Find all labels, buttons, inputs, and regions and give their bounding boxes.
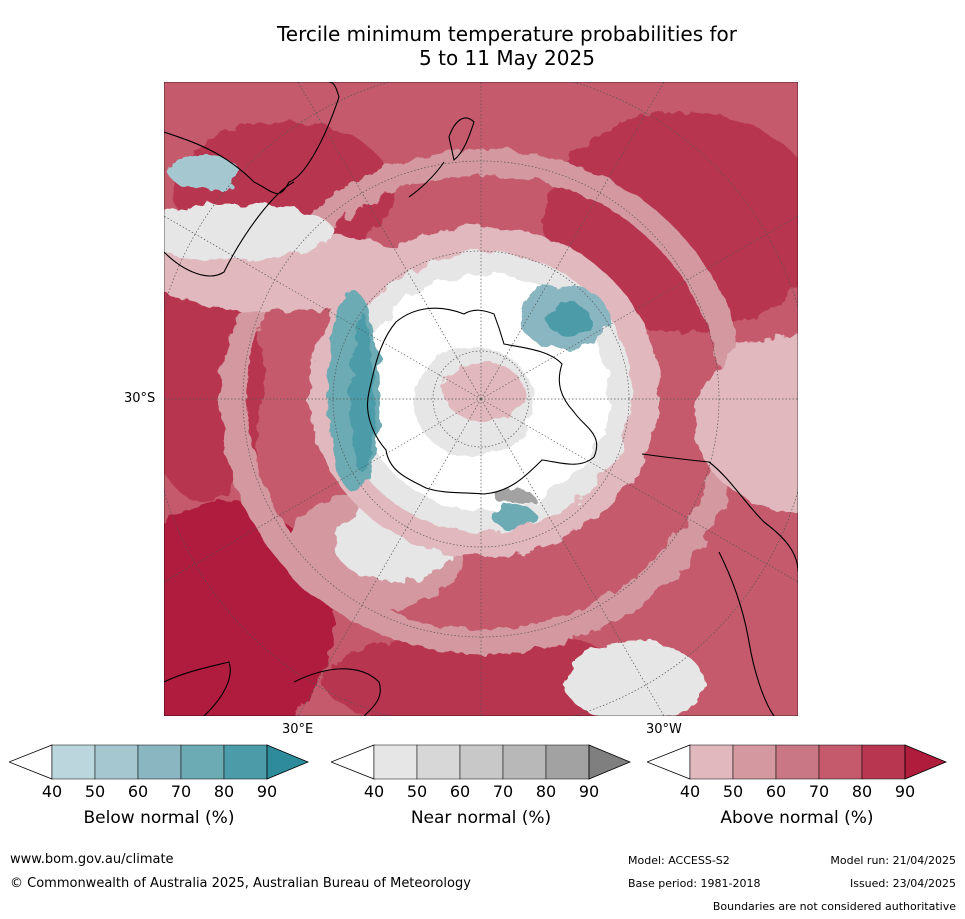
lat-label-30s: 30°S: [124, 391, 156, 406]
below-patch-ross: [492, 505, 536, 529]
below-patch-west-core: [350, 312, 374, 472]
interior-above: [444, 362, 524, 422]
south-america-coast: [641, 453, 798, 573]
title-line-2: 5 to 11 May 2025: [419, 46, 595, 70]
tick-below-50: 50: [84, 782, 106, 801]
tick-below-90: 90: [256, 782, 278, 801]
footer-copyright: © Commonwealth of Australia 2025, Austra…: [10, 876, 471, 891]
colorbar-below-caption: Below normal (%): [83, 808, 235, 828]
probability-map: [164, 82, 798, 716]
near-nw-band: [164, 204, 334, 260]
lon-label-30e: 30°E: [282, 722, 314, 737]
tick-near-70: 70: [492, 782, 514, 801]
tick-below-60: 60: [127, 782, 149, 801]
footer-model: Model: ACCESS-S2: [628, 854, 730, 867]
map-title: Tercile minimum temperature probabilitie…: [165, 22, 849, 70]
colorbar-above-swatches: [647, 744, 947, 780]
footer-disclaimer: Boundaries are not considered authoritat…: [712, 900, 956, 913]
footer-website: www.bom.gov.au/climate: [10, 852, 174, 867]
tick-above-70: 70: [808, 782, 830, 801]
footer-base-period: Base period: 1981-2018: [628, 877, 761, 890]
tick-above-90: 90: [894, 782, 916, 801]
tick-near-40: 40: [363, 782, 385, 801]
colorbar-near-caption: Near normal (%): [410, 808, 552, 828]
tick-above-80: 80: [851, 782, 873, 801]
tick-below-70: 70: [170, 782, 192, 801]
new-zealand-south: [408, 161, 445, 198]
antarctica-coast: [366, 307, 598, 495]
madagascar-coast: [293, 668, 381, 716]
colorbar-below-swatches: [9, 744, 309, 780]
near-grey-patch: [494, 490, 534, 504]
new-zealand-north: [448, 117, 475, 161]
graticule: [164, 82, 798, 716]
tick-near-60: 60: [449, 782, 471, 801]
australia-west-coast: [164, 181, 295, 277]
tick-near-90: 90: [578, 782, 600, 801]
colorbar-above-normal: 40 50 60 70 80 90 Above normal (%): [647, 744, 947, 844]
tick-below-40: 40: [41, 782, 63, 801]
above-low-patch-ne: [694, 332, 798, 512]
australia-coast: [164, 82, 340, 194]
map-svg: [164, 82, 798, 716]
south-america-inland: [718, 551, 775, 716]
below-patch-weddell-core: [547, 304, 591, 336]
lon-label-30w: 30°W: [646, 722, 682, 737]
title-line-1: Tercile minimum temperature probabilitie…: [276, 22, 738, 46]
tick-above-60: 60: [765, 782, 787, 801]
tick-above-50: 50: [722, 782, 744, 801]
tick-above-40: 40: [679, 782, 701, 801]
coastlines: [164, 82, 798, 716]
below-patch-nw: [169, 154, 239, 190]
colorbar-above-caption: Above normal (%): [720, 808, 874, 828]
tick-below-80: 80: [213, 782, 235, 801]
footer-model-run: Model run: 21/04/2025: [830, 854, 956, 867]
above-high-s: [324, 632, 644, 716]
colorbar-near-swatches: [331, 744, 631, 780]
footer-issued: Issued: 23/04/2025: [849, 877, 956, 890]
colorbar-near-normal: 40 50 60 70 80 90 Near normal (%): [331, 744, 631, 844]
africa-coast: [164, 661, 231, 716]
near-patch-s: [564, 642, 704, 716]
tick-near-50: 50: [406, 782, 428, 801]
colorbar-below-normal: 40 50 60 70 80 90 Below normal (%): [9, 744, 309, 844]
tick-near-80: 80: [535, 782, 557, 801]
